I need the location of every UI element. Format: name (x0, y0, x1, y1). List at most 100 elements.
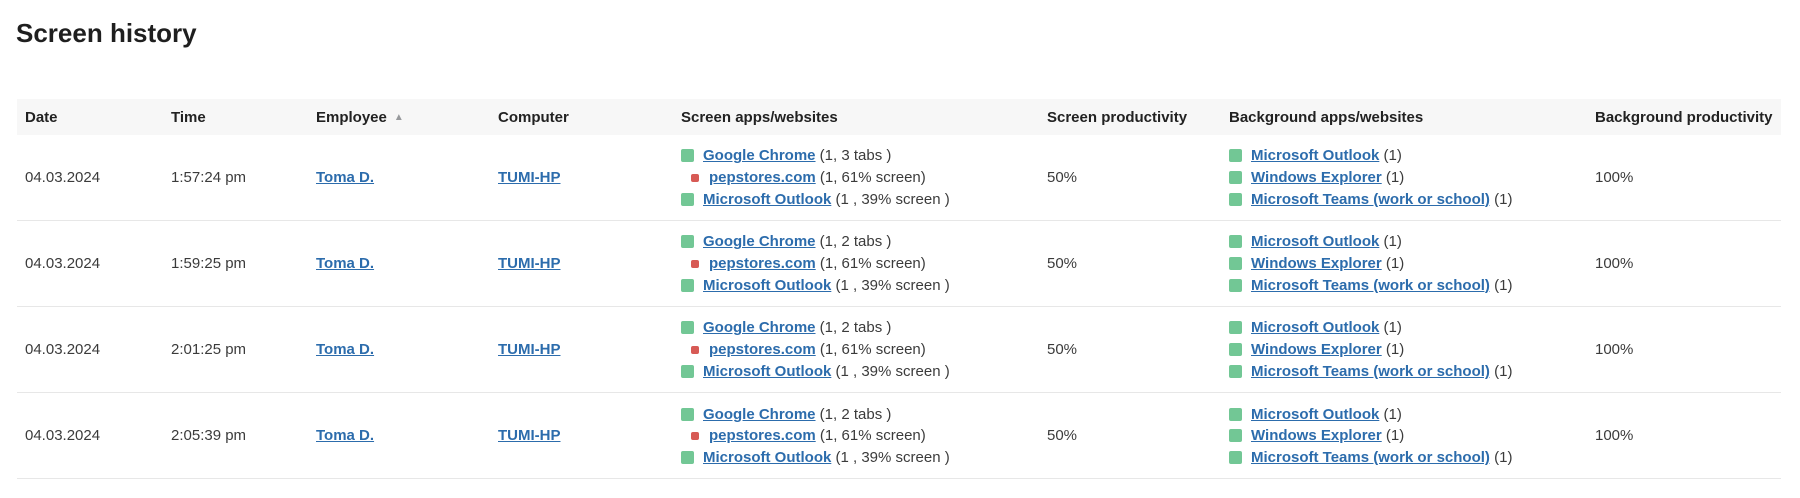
app-link-google-chrome[interactable]: Google Chrome (703, 233, 816, 251)
app-usage-detail: (1) (1489, 448, 1513, 466)
column-header-employee[interactable]: Employee ▲ (308, 109, 490, 126)
employee-link[interactable]: Toma D. (316, 341, 375, 359)
screen-apps-cell: Google Chrome (1, 2 tabs ) pepstores.com … (673, 221, 1039, 306)
computer-link[interactable]: TUMI-HP (498, 427, 561, 445)
column-header-label: Employee (316, 108, 387, 126)
screen-productivity-value: 50% (1047, 255, 1078, 273)
column-header-label: Screen productivity (1047, 108, 1188, 126)
employee-link[interactable]: Toma D. (316, 255, 375, 273)
date-cell: 04.03.2024 (25, 169, 101, 187)
time-cell: 1:59:25 pm (171, 255, 247, 273)
column-header-label: Screen apps/websites (681, 108, 838, 126)
screen-apps-cell: Google Chrome (1, 2 tabs ) pepstores.com … (673, 393, 1039, 478)
app-link-microsoft-outlook[interactable]: Microsoft Outlook (703, 362, 832, 380)
green-square-icon (1229, 450, 1242, 464)
table-body: 04.03.2024 1:57:24 pm Toma D. TUMI-HP Google… (17, 135, 1781, 480)
column-header-time[interactable]: Time (163, 109, 308, 126)
computer-link[interactable]: TUMI-HP (498, 341, 561, 359)
app-line: Microsoft Outlook (1 , 39% screen ) (681, 447, 1031, 469)
employee-link[interactable]: Toma D. (316, 169, 375, 187)
screen-apps-cell: Google Chrome (1, 3 tabs ) pepstores.com … (673, 135, 1039, 220)
app-link-windows-explorer[interactable]: Windows Explorer (1251, 427, 1382, 445)
table-row: 04.03.2024 1:57:24 pm Toma D. TUMI-HP Google… (17, 135, 1781, 222)
app-usage-detail: (1) (1489, 362, 1513, 380)
time-cell: 2:01:25 pm (171, 341, 247, 359)
computer-link[interactable]: TUMI-HP (498, 169, 561, 187)
column-header-background-productivity[interactable]: Background productivity (1587, 109, 1781, 126)
app-link-microsoft-outlook[interactable]: Microsoft Outlook (703, 190, 832, 208)
app-link-microsoft-teams-work-or-school[interactable]: Microsoft Teams (work or school) (1251, 276, 1490, 294)
green-square-icon (1229, 192, 1242, 206)
green-square-icon (1229, 257, 1242, 271)
app-line: pepstores.com (1, 61% screen) (681, 253, 1031, 275)
green-square-icon (681, 364, 694, 378)
background-productivity-value: 100% (1595, 427, 1634, 445)
background-apps-cell: Microsoft Outlook (1) Windows Explorer (1… (1221, 393, 1587, 478)
app-link-pepstores-com[interactable]: pepstores.com (709, 427, 816, 445)
green-square-icon (681, 278, 694, 292)
employee-cell: Toma D. (308, 169, 490, 186)
screen-apps-cell: Google Chrome (1, 2 tabs ) pepstores.com … (673, 307, 1039, 392)
app-usage-detail: (1) (1379, 147, 1402, 165)
app-link-pepstores-com[interactable]: pepstores.com (709, 341, 816, 359)
app-usage-detail: (1 , 39% screen ) (831, 190, 950, 208)
app-link-google-chrome[interactable]: Google Chrome (703, 319, 816, 337)
column-header-screen-apps-websites[interactable]: Screen apps/websites (673, 109, 1039, 126)
app-line: Windows Explorer (1) (1229, 339, 1579, 361)
table-row: 04.03.2024 1:59:25 pm Toma D. TUMI-HP Google… (17, 221, 1781, 308)
app-link-microsoft-teams-work-or-school[interactable]: Microsoft Teams (work or school) (1251, 448, 1490, 466)
app-usage-detail: (1, 2 tabs ) (815, 319, 892, 337)
screen-productivity-value: 50% (1047, 341, 1078, 359)
time-cell: 2:05:39 pm (171, 427, 247, 445)
app-link-microsoft-teams-work-or-school[interactable]: Microsoft Teams (work or school) (1251, 190, 1490, 208)
app-link-microsoft-outlook[interactable]: Microsoft Outlook (1251, 233, 1380, 251)
app-link-google-chrome[interactable]: Google Chrome (703, 147, 816, 165)
computer-cell: TUMI-HP (490, 255, 673, 272)
green-square-icon (1229, 364, 1242, 378)
time-cell: 1:57:24 pm (171, 169, 247, 187)
column-header-screen-productivity[interactable]: Screen productivity (1039, 109, 1221, 126)
column-header-background-apps-websites[interactable]: Background apps/websites (1221, 109, 1587, 126)
date-cell: 04.03.2024 (25, 341, 101, 359)
green-square-icon (1229, 407, 1242, 421)
app-line: pepstores.com (1, 61% screen) (681, 167, 1031, 189)
app-link-windows-explorer[interactable]: Windows Explorer (1251, 341, 1382, 359)
app-usage-detail: (1) (1381, 427, 1405, 445)
sort-asc-icon: ▲ (393, 111, 404, 123)
app-usage-detail: (1 , 39% screen ) (831, 448, 950, 466)
app-link-windows-explorer[interactable]: Windows Explorer (1251, 169, 1382, 187)
green-square-icon (1229, 171, 1242, 185)
app-line: Windows Explorer (1) (1229, 425, 1579, 447)
screen-productivity-value: 50% (1047, 169, 1078, 187)
app-line: Google Chrome (1, 2 tabs ) (681, 317, 1031, 339)
table-row: 04.03.2024 2:01:25 pm Toma D. TUMI-HP Google… (17, 307, 1781, 394)
app-usage-detail: (1, 2 tabs ) (815, 405, 892, 423)
app-usage-detail: (1) (1379, 233, 1402, 251)
app-line: Microsoft Teams (work or school) (1) (1229, 361, 1579, 383)
employee-link[interactable]: Toma D. (316, 427, 375, 445)
app-link-microsoft-outlook[interactable]: Microsoft Outlook (1251, 319, 1380, 337)
app-link-microsoft-outlook[interactable]: Microsoft Outlook (1251, 405, 1380, 423)
screen-history-table: Date Time Employee ▲ Computer Screen apps/web… (17, 99, 1781, 480)
computer-link[interactable]: TUMI-HP (498, 255, 561, 273)
column-header-date[interactable]: Date (17, 109, 163, 126)
background-productivity-value: 100% (1595, 255, 1634, 273)
app-link-google-chrome[interactable]: Google Chrome (703, 405, 816, 423)
app-link-pepstores-com[interactable]: pepstores.com (709, 255, 816, 273)
app-line: pepstores.com (1, 61% screen) (681, 425, 1031, 447)
date-cell: 04.03.2024 (25, 427, 101, 445)
app-link-microsoft-outlook[interactable]: Microsoft Outlook (703, 448, 832, 466)
app-link-windows-explorer[interactable]: Windows Explorer (1251, 255, 1382, 273)
employee-cell: Toma D. (308, 255, 490, 272)
app-link-microsoft-outlook[interactable]: Microsoft Outlook (703, 276, 832, 294)
app-line: Microsoft Outlook (1 , 39% screen ) (681, 188, 1031, 210)
app-line: Microsoft Teams (work or school) (1) (1229, 274, 1579, 296)
green-square-icon (1229, 149, 1242, 163)
app-link-microsoft-outlook[interactable]: Microsoft Outlook (1251, 147, 1380, 165)
column-header-label: Date (25, 108, 58, 126)
app-link-microsoft-teams-work-or-school[interactable]: Microsoft Teams (work or school) (1251, 362, 1490, 380)
app-link-pepstores-com[interactable]: pepstores.com (709, 169, 816, 187)
column-header-computer[interactable]: Computer (490, 109, 673, 126)
app-line: pepstores.com (1, 61% screen) (681, 339, 1031, 361)
app-line: Microsoft Outlook (1) (1229, 317, 1579, 339)
